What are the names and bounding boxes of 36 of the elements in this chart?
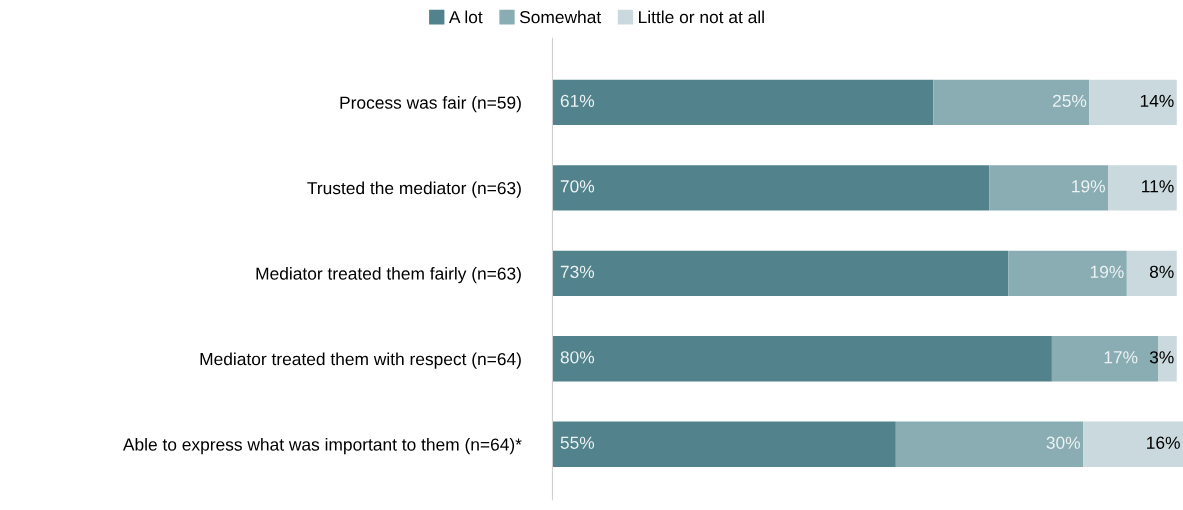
bar (552, 79, 934, 125)
bar (552, 421, 896, 467)
bar (1126, 250, 1177, 296)
data-label: 14% (1140, 94, 1174, 107)
y-tick-label: Mediator treated them fairly (n=63) (256, 267, 521, 284)
bar (933, 79, 1090, 125)
data-label: 73% (560, 265, 595, 278)
data-label: 16% (1147, 436, 1180, 449)
y-tick-label: Able to express what was important to them (n=64)* (122, 437, 522, 455)
data-label: 61% (560, 94, 595, 108)
data-label: 19% (1072, 180, 1105, 193)
data-label: 11% (1142, 180, 1174, 193)
data-label: 17% (1104, 351, 1138, 364)
legend-label: Somewhat (519, 10, 602, 24)
data-label: 55% (560, 436, 595, 449)
legend-label: Little or not at all (639, 10, 764, 24)
data-label: 3% (1149, 351, 1174, 364)
data-label: 8% (1149, 265, 1174, 278)
y-tick-label: Process was fair (n=59) (340, 96, 521, 113)
bar (552, 165, 990, 211)
y-tick-label: Trusted the mediator (n=63) (307, 181, 521, 198)
data-label: 80% (560, 351, 595, 364)
bar (1108, 165, 1177, 211)
bar (1008, 250, 1127, 296)
bar (1089, 79, 1177, 125)
data-label: 25% (1052, 94, 1087, 108)
bar (895, 421, 1084, 467)
y-tick-label: Mediator treated them with respect (n=64) (200, 352, 521, 369)
bar (552, 336, 1052, 382)
bar (1083, 421, 1183, 467)
bar (989, 165, 1109, 211)
legend-label: A lot (448, 10, 483, 24)
data-label: 30% (1046, 436, 1080, 449)
bar (552, 250, 1009, 296)
data-label: 19% (1090, 265, 1124, 278)
data-label: 70% (560, 180, 595, 193)
